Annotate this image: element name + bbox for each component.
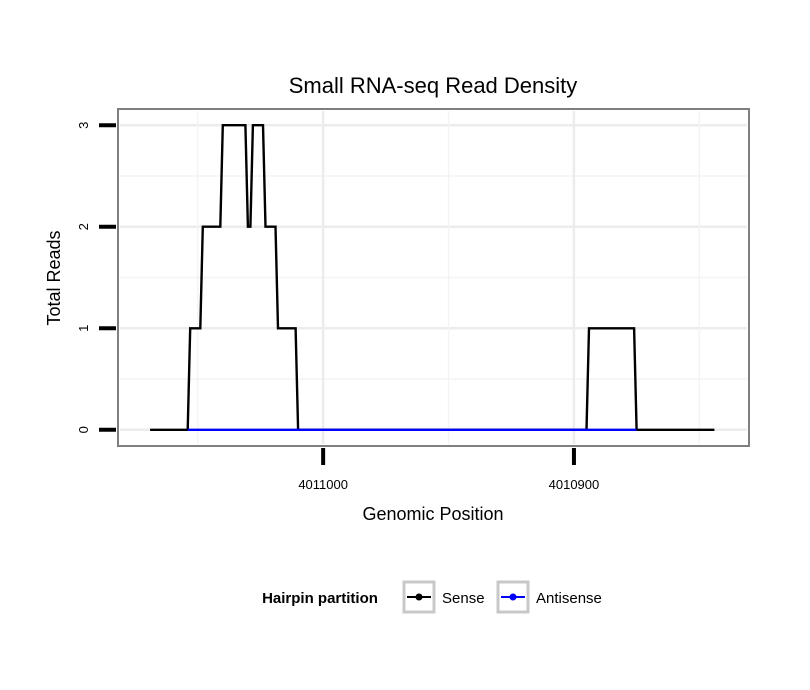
legend-label-sense: Sense [442,590,485,607]
chart-title: Small RNA-seq Read Density [289,73,578,98]
legend: Hairpin partition Sense Antisense [262,580,602,614]
y-tick-label: 1 [76,325,91,332]
x-tick-label: 4011000 [298,477,348,492]
y-tick-label: 3 [76,122,91,129]
legend-point-antisense [509,593,517,601]
legend-label-antisense: Antisense [536,590,602,607]
y-axis: 0 1 2 3 [76,122,116,433]
x-tick-label: 4010900 [549,477,600,492]
plot-frame [117,108,750,447]
y-axis-label: Total Reads [44,230,64,325]
series-layer [150,123,715,431]
y-tick-label: 2 [76,223,91,230]
y-tick-label: 0 [76,426,91,433]
x-axis-label: Genomic Position [362,504,503,524]
x-axis: 4011000 4010900 [298,448,599,492]
legend-point-sense [415,593,423,601]
legend-title: Hairpin partition [262,590,378,607]
grid [120,111,747,444]
